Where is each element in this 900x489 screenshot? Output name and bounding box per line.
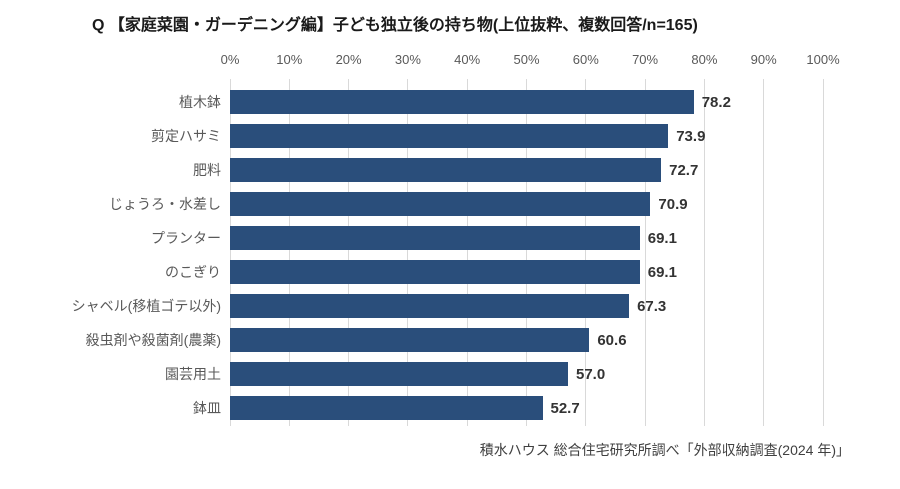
gridline: [703, 79, 705, 426]
bar-row: じょうろ・水差し 70.9: [109, 187, 823, 221]
x-axis-tick-label: 40%: [454, 52, 481, 67]
category-label: プランター: [151, 230, 221, 246]
x-axis-tick-label: 0%: [220, 52, 240, 67]
plot-gridlines: [229, 79, 824, 426]
category-label: 鉢皿: [193, 400, 221, 416]
x-axis-tick-label: 90%: [750, 52, 777, 67]
category-label: 園芸用土: [165, 366, 221, 382]
x-axis-tick-label: 20%: [335, 52, 362, 67]
gridline: [229, 79, 231, 426]
category-label: じょうろ・水差し: [109, 196, 221, 212]
gridline: [763, 79, 765, 426]
gridline: [526, 79, 527, 426]
bar-row: のこぎり 69.1: [165, 255, 823, 289]
bar: [230, 90, 694, 114]
value-label: 67.3: [637, 297, 667, 315]
value-label: 57.0: [576, 365, 606, 383]
bar-row: 剪定ハサミ 73.9: [151, 119, 823, 153]
value-label: 69.1: [647, 263, 677, 281]
category-label: 植木鉢: [179, 94, 221, 110]
x-axis-tick-label: 100%: [806, 52, 840, 67]
gridline: [407, 79, 409, 426]
category-label: 肥料: [193, 162, 221, 178]
bar-row: 園芸用土 57.0: [165, 357, 823, 391]
category-label: 殺虫剤や殺菌剤(農薬): [85, 332, 221, 348]
x-axis-labels: 0% 10% 20% 30% 40% 50% 60% 70% 80% 90% 100%: [221, 52, 840, 70]
bar: [230, 328, 590, 352]
gridline: [585, 79, 587, 426]
bar-row: 鉢皿 52.7: [193, 391, 823, 425]
bar-row: シャベル(移植ゴテ以外) 67.3: [72, 289, 823, 323]
value-label: 60.6: [597, 331, 627, 349]
bar-row: プランター 69.1: [151, 221, 823, 255]
gridline: [288, 79, 290, 426]
value-label: 70.9: [658, 195, 688, 213]
category-label: シャベル(移植ゴテ以外): [71, 298, 221, 314]
bar-row: 殺虫剤や殺菌剤(農薬) 60.6: [86, 323, 823, 357]
value-label: 73.9: [676, 127, 706, 145]
bar: [230, 226, 640, 250]
bar-row: 肥料 72.7: [193, 153, 823, 187]
bar: [230, 294, 630, 318]
x-axis-tick-label: 30%: [394, 52, 421, 67]
x-axis-tick-label: 60%: [572, 52, 599, 67]
x-axis-tick-label: 80%: [691, 52, 718, 67]
source-note: 積水ハウス 総合住宅研究所調べ「外部収納調査(2024 年)」: [479, 442, 850, 458]
bar: [230, 192, 651, 216]
x-axis-tick-label: 10%: [276, 52, 303, 67]
bar: [230, 158, 662, 182]
value-label: 78.2: [701, 93, 731, 111]
category-label: のこぎり: [165, 264, 221, 280]
category-label: 剪定ハサミ: [151, 128, 221, 144]
gridline: [822, 79, 824, 426]
x-axis-tick-label: 50%: [513, 52, 540, 67]
bar-row: 植木鉢 78.2: [179, 85, 823, 119]
bar: [230, 396, 543, 420]
chart-title: Q 【家庭菜園・ガーデニング編】子ども独立後の持ち物(上位抜粋、複数回答/n=1…: [92, 17, 698, 34]
gridline: [466, 79, 468, 426]
gridline: [644, 79, 646, 426]
gridline: [348, 79, 350, 426]
x-axis-tick-label: 70%: [632, 52, 659, 67]
bar-rows: 植木鉢 78.2 剪定ハサミ 73.9 肥料 72.7 じょうろ・水差し 70.9 プランター 6…: [72, 85, 823, 425]
value-label: 72.7: [669, 161, 699, 179]
bar: [230, 362, 568, 386]
value-label: 69.1: [647, 229, 677, 247]
bar: [230, 260, 640, 284]
bar: [230, 124, 669, 148]
value-label: 52.7: [550, 399, 580, 417]
